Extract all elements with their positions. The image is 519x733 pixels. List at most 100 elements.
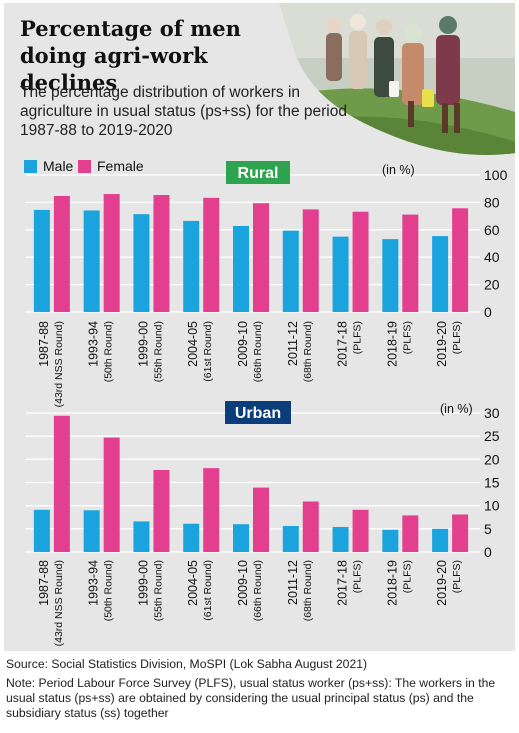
urban-category-sublabel: (66th Round)	[252, 560, 264, 621]
urban-category-label: 2004-05	[186, 560, 200, 606]
rural-badge	[226, 161, 290, 184]
urban-bar-male	[432, 528, 449, 552]
rural-bar-male	[382, 239, 399, 312]
rural-category-sublabel: (68th Round)	[302, 321, 314, 382]
rural-bar-female	[203, 197, 220, 312]
rural-category-sublabel: (55th Round)	[152, 321, 164, 382]
urban-category-label: 2011-12	[286, 560, 300, 605]
urban-category-label: 1987-88	[37, 560, 51, 606]
urban-category-label: 1993-94	[87, 560, 101, 606]
rural-category-sublabel: (PLFS)	[352, 321, 364, 354]
rural-y-tick-label: 20	[484, 277, 500, 293]
urban-category-sublabel: (PLFS)	[401, 560, 413, 593]
urban-y-tick-label: 10	[484, 498, 500, 514]
rural-category-sublabel: (66th Round)	[252, 321, 264, 382]
urban-bar-female	[402, 515, 419, 552]
rural-unit-label: (in %)	[382, 163, 415, 177]
rural-bar-female	[352, 211, 369, 312]
legend-female-label: Female	[97, 158, 144, 174]
rural-category-sublabel: (61st Round)	[202, 321, 214, 382]
rural-bar-male	[133, 214, 150, 312]
legend-female: Female	[78, 158, 144, 174]
rural-y-tick-label: 80	[484, 194, 500, 210]
rural-bar-male	[83, 210, 100, 312]
rural-y-tick-label: 60	[484, 222, 500, 238]
urban-bar-male	[183, 523, 200, 552]
rural-category-label: 2019-20	[435, 321, 449, 367]
rural-category-sublabel: (PLFS)	[451, 321, 463, 354]
urban-category-label: 2018-19	[385, 560, 399, 606]
urban-bar-male	[83, 510, 100, 552]
urban-category-label: 1999-00	[136, 560, 150, 606]
urban-category-label: 2017-18	[336, 560, 350, 606]
chart-panel: Percentage of men doing agri-work declin…	[4, 3, 515, 651]
rural-category-label: 1987-88	[37, 321, 51, 367]
chart-subtitle: The percentage distribution of workers i…	[20, 84, 347, 139]
urban-category-label: 2009-10	[236, 560, 250, 606]
source-note: Source: Social Statistics Division, MoSP…	[6, 657, 368, 671]
urban-bar-female	[103, 437, 120, 552]
rural-y-tick-label: 100	[484, 167, 508, 183]
urban-title: Urban	[235, 405, 281, 422]
urban-badge	[225, 401, 291, 424]
urban-category-sublabel: (PLFS)	[451, 560, 463, 593]
urban-category-sublabel: (PLFS)	[352, 560, 364, 593]
rural-bar-male	[282, 230, 299, 312]
urban-bar-female	[253, 487, 269, 552]
urban-y-tick-label: 25	[484, 428, 500, 444]
urban-unit-label: (in %)	[440, 402, 473, 416]
rural-title: Rural	[238, 165, 279, 182]
urban-y-tick-label: 15	[484, 475, 500, 491]
rural-category-label: 1993-94	[87, 321, 101, 367]
urban-bar-male	[282, 526, 299, 552]
urban-bar-male	[332, 526, 349, 552]
legend-male: Male	[24, 158, 73, 174]
urban-bar-male	[382, 529, 399, 552]
rural-category-label: 2017-18	[336, 321, 350, 367]
rural-bar-male	[33, 209, 50, 312]
urban-category-sublabel: (61st Round)	[202, 560, 214, 621]
urban-category-sublabel: (68th Round)	[302, 560, 314, 621]
urban-y-tick-label: 20	[484, 451, 500, 467]
farm-workers-photo	[279, 3, 515, 155]
footnote: Note: Period Labour Force Survey (PLFS),…	[6, 676, 496, 720]
urban-bar-male	[33, 509, 50, 552]
rural-bar-female	[302, 209, 319, 312]
rural-bar-female	[402, 214, 419, 312]
rural-category-label: 2009-10	[236, 321, 250, 367]
rural-y-tick-label: 40	[484, 249, 500, 265]
rural-category-label: 1999-00	[136, 321, 150, 367]
legend-male-label: Male	[43, 158, 74, 174]
urban-category-sublabel: (55th Round)	[152, 560, 164, 621]
urban-bar-male	[233, 524, 249, 552]
urban-bar-male	[133, 521, 150, 552]
urban-bar-female	[452, 514, 469, 552]
urban-category-sublabel: (50th Round)	[103, 560, 115, 621]
rural-category-sublabel: (PLFS)	[401, 321, 413, 354]
urban-bar-female	[352, 509, 369, 552]
urban-bar-female	[302, 501, 319, 552]
rural-bar-female	[452, 208, 469, 312]
rural-bar-male	[432, 236, 449, 312]
chart-title: Percentage of men doing agri-work declin…	[20, 16, 241, 95]
urban-category-label: 2019-20	[435, 560, 449, 606]
urban-bar-female	[53, 415, 70, 552]
rural-bar-male	[183, 220, 200, 312]
rural-bar-male	[233, 225, 249, 312]
urban-bar-female	[153, 469, 170, 552]
urban-y-tick-label: 30	[484, 405, 500, 421]
rural-bar-female	[153, 195, 170, 312]
legend-male-swatch	[24, 159, 37, 173]
legend-female-swatch	[78, 159, 91, 173]
rural-category-sublabel: (43rd NSS Round)	[53, 321, 65, 407]
rural-category-label: 2004-05	[186, 321, 200, 367]
urban-y-tick-label: 5	[484, 521, 492, 537]
rural-bar-female	[53, 195, 70, 312]
urban-bar-female	[203, 468, 220, 552]
rural-bar-female	[103, 194, 120, 312]
rural-bar-female	[253, 203, 269, 312]
urban-category-sublabel: (43rd NSS Round)	[53, 560, 65, 646]
rural-category-sublabel: (50th Round)	[103, 321, 115, 382]
urban-y-tick-label: 0	[484, 544, 492, 560]
